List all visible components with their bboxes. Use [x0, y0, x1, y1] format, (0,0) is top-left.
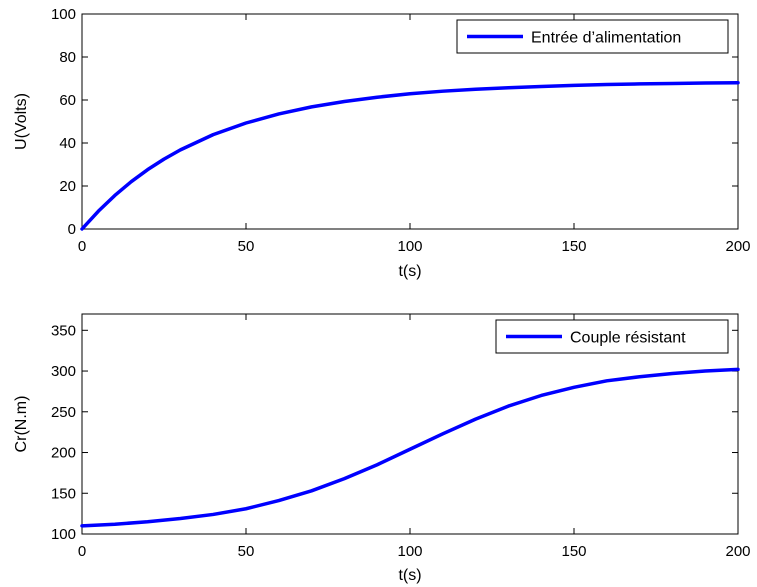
x-axis-label: t(s) — [398, 263, 421, 280]
y-tick-label: 300 — [51, 363, 76, 380]
chart-1: 0 50 100 150 200 0 20 40 60 80 100 t(s) U(Volts) Entr… — [13, 6, 751, 280]
x-tick-label: 50 — [238, 238, 255, 255]
legend: Couple résistant — [495, 319, 729, 354]
y-tick-label: 100 — [51, 6, 76, 23]
y-tick-label: 200 — [51, 445, 76, 462]
legend-box — [456, 19, 729, 54]
y-tick-label: 100 — [51, 526, 76, 543]
y-tick-label: 150 — [51, 485, 76, 502]
x-axis-label: t(s) — [398, 567, 421, 584]
y-tick-label: 80 — [59, 49, 76, 66]
x-tick-label: 100 — [397, 543, 422, 560]
x-tick-label: 0 — [78, 238, 86, 255]
y-tick-label: 350 — [51, 322, 76, 339]
x-tick-label: 100 — [397, 238, 422, 255]
series-line — [80, 367, 740, 528]
x-tick-label: 200 — [725, 543, 750, 560]
y-axis-label: Cr(N.m) — [13, 396, 30, 453]
x-tick-label: 150 — [561, 543, 586, 560]
chart-2: 0 50 100 150 200 100 150 200 250 300 350 t(s) Cr(N.m… — [13, 313, 751, 584]
x-tick-label: 50 — [238, 543, 255, 560]
y-axis-label: U(Volts) — [13, 93, 30, 150]
legend: Entrée d’alimentation — [456, 19, 729, 54]
legend-label: Entrée d’alimentation — [531, 30, 681, 47]
x-tick-label: 150 — [561, 238, 586, 255]
legend-label: Couple résistant — [570, 330, 686, 347]
y-tick-label: 0 — [68, 221, 76, 238]
y-tick-label: 20 — [59, 178, 76, 195]
y-tick-label: 40 — [59, 135, 76, 152]
x-tick-label: 0 — [78, 543, 86, 560]
x-tick-label: 200 — [725, 238, 750, 255]
y-tick-label: 60 — [59, 92, 76, 109]
series-line — [80, 81, 740, 231]
y-tick-label: 250 — [51, 404, 76, 421]
